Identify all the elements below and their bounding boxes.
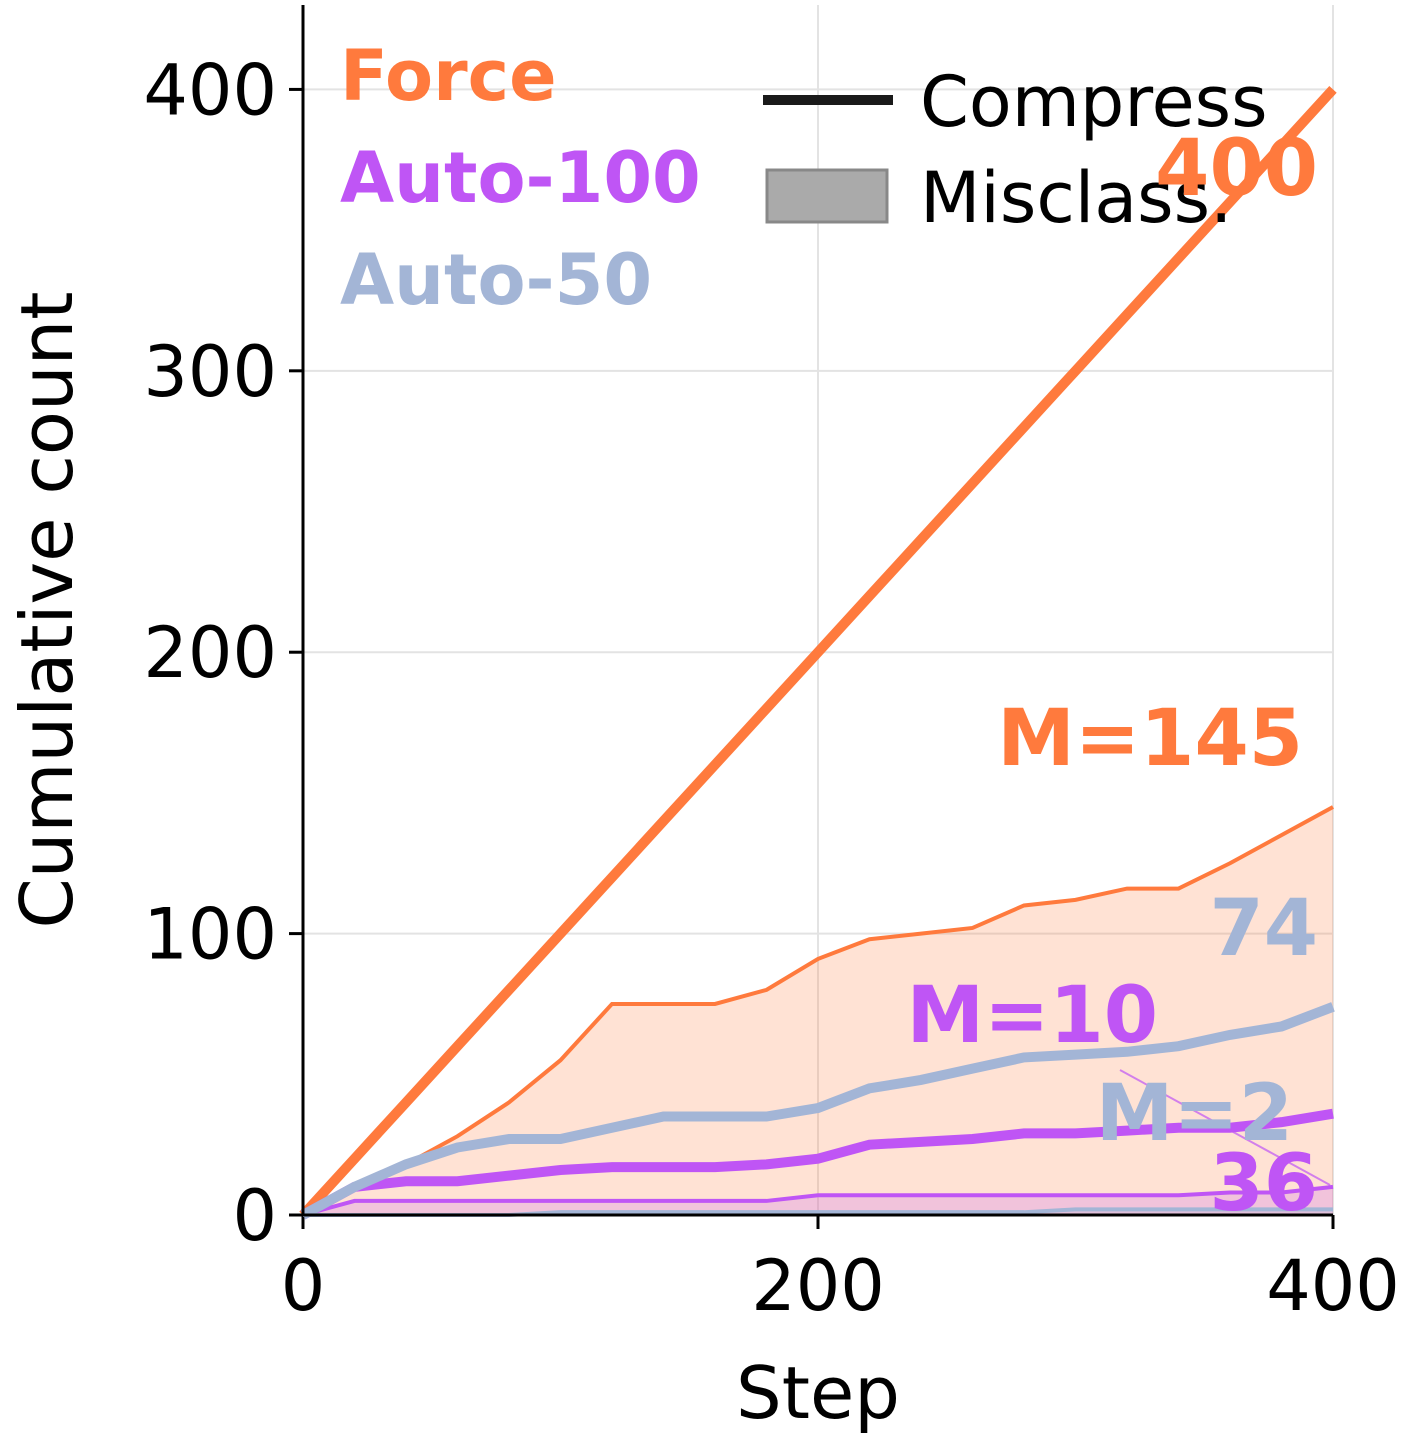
misclass-line	[302, 805, 1334, 1217]
compress-line	[299, 86, 1337, 1219]
legend-label: Auto-50	[340, 239, 652, 321]
misclass-line	[302, 1184, 1334, 1217]
annotation: M=10	[906, 971, 1158, 1061]
x-axis-label: Step	[736, 1351, 900, 1435]
legend-label: Compress	[920, 61, 1268, 143]
x-tick-label: 0	[281, 1245, 326, 1327]
compress-line	[300, 1108, 1334, 1220]
annotation: 74	[1209, 884, 1318, 974]
y-tick-label: 400	[143, 49, 277, 131]
annotation: M=145	[997, 694, 1303, 784]
y-tick-label: 300	[143, 331, 277, 413]
compress-line	[300, 1002, 1335, 1220]
y-axis-label: Cumulative count	[5, 292, 89, 929]
y-tick-label: 200	[143, 612, 277, 694]
legend-label: Auto-100	[340, 137, 701, 219]
misclass-area	[303, 806, 1333, 1215]
y-tick-label: 100	[143, 894, 277, 976]
annotation: 36	[1209, 1139, 1318, 1229]
x-tick-label: 200	[751, 1245, 885, 1327]
legend-patch	[765, 168, 889, 224]
legend-label: Force	[340, 35, 557, 117]
annotation: M=2	[1096, 1069, 1293, 1159]
legend-label: Misclass.	[920, 157, 1232, 239]
pointer	[1119, 1069, 1331, 1186]
x-tick-label: 400	[1266, 1245, 1400, 1327]
annotation: 400	[1155, 124, 1318, 214]
y-tick-label: 0	[232, 1175, 277, 1257]
